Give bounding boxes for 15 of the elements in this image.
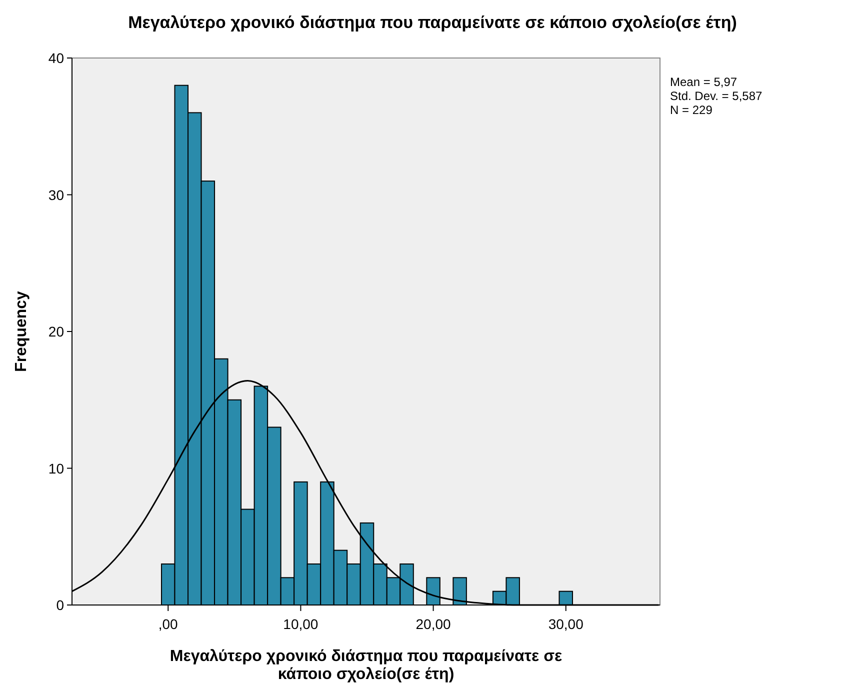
- y-tick-label: 20: [48, 324, 64, 340]
- x-tick-label: ,00: [158, 616, 178, 632]
- chart-title: Μεγαλύτερο χρονικό διάστημα που παραμείνατε σε κάποιο σχολείο(σε έτη): [128, 13, 737, 32]
- y-tick-label: 10: [48, 460, 64, 476]
- y-tick-label: 0: [56, 597, 64, 613]
- text: Mean = 5,97: [670, 75, 738, 89]
- text: Std. Dev. = 5,587: [670, 89, 762, 103]
- y-tick-label: 40: [48, 50, 64, 66]
- x-axis-title: Μεγαλύτερο χρονικό διάστημα που παραμείνατε σε κάποιο σχολείο(σε έτη): [170, 648, 563, 683]
- text: N = 229: [670, 103, 713, 117]
- x-tick-label: 20,00: [416, 616, 452, 632]
- y-tick-label: 30: [48, 186, 64, 203]
- x-tick-label: 30,00: [548, 616, 584, 632]
- x-tick-label: 10,00: [283, 616, 318, 632]
- y-axis-title: Frequency: [13, 290, 30, 372]
